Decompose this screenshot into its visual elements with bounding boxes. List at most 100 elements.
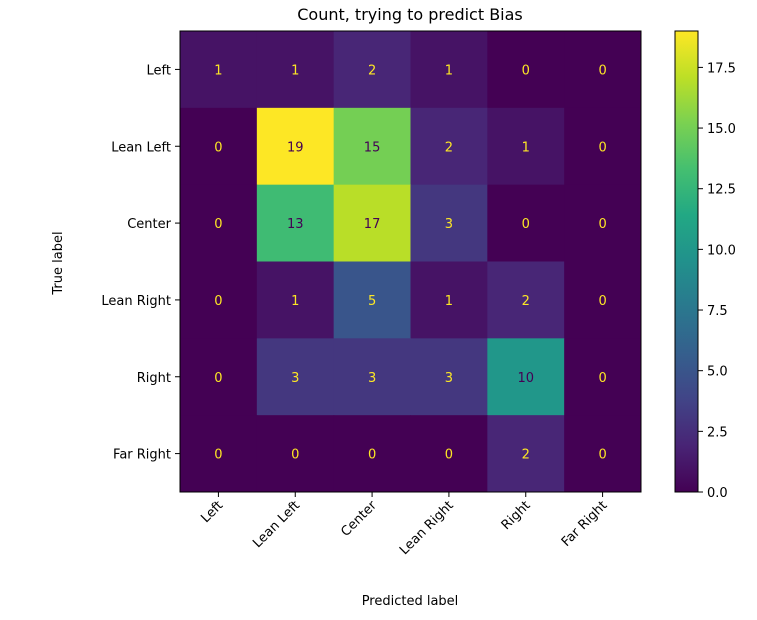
cell-value-label: 0 [598,140,606,155]
x-tick-label: Lean Left [250,498,303,551]
heatmap-cell [180,261,258,339]
heatmap-cell [333,415,411,493]
cell-value-label: 0 [598,448,606,463]
y-tick-label: Lean Right [101,294,171,309]
heatmap-frame [179,30,642,493]
heatmap-cell [256,107,335,186]
heatmap-cell [180,107,258,186]
heatmap-cell [256,338,335,416]
cell-value-label: 2 [445,140,453,155]
cell-value-label: 5 [368,294,376,309]
cell-value-label: 13 [287,217,304,232]
heatmap-cell [256,415,335,493]
cell-value-label: 0 [214,371,222,386]
colorbar-tick-label: 7.5 [707,304,728,319]
y-axis-label: True label [51,231,66,295]
y-tick-label: Lean Left [111,140,171,155]
cell-value-label: 2 [522,294,530,309]
heatmap-cell [487,415,565,493]
cell-value-label: 0 [445,448,453,463]
cell-value-label: 0 [522,63,530,78]
cell-value-label: 17 [364,217,381,232]
heatmap-cell [333,261,411,339]
cell-value-label: 1 [522,140,530,155]
x-tick-label: Lean Right [397,498,457,558]
heatmap-cell [256,261,335,339]
heatmap-cell [333,338,411,416]
heatmap-cell [180,338,258,416]
cell-value-label: 0 [598,217,606,232]
heatmap-cell [564,338,642,416]
cell-value-label: 3 [445,371,453,386]
x-tick-label: Far Right [559,498,611,550]
cell-value-label: 0 [214,448,222,463]
heatmap-cell [333,107,411,186]
cell-value-label: 0 [291,448,299,463]
cell-value-label: 2 [368,63,376,78]
cell-value-label: 1 [291,63,299,78]
cell-value-label: 1 [214,63,222,78]
colorbar-tick-label: 12.5 [707,183,736,198]
y-tick-label: Left [147,63,171,78]
cell-value-label: 1 [445,294,453,309]
heatmap-cell [487,31,565,109]
colorbar-tick-label: 15.0 [707,122,736,137]
heatmap-cell [180,184,258,262]
x-axis-label: Predicted label [362,594,459,609]
colorbar [674,30,699,493]
y-tick-label: Far Right [113,448,171,463]
heatmap-cell [410,107,488,186]
colorbar-tick-label: 2.5 [707,425,728,440]
heatmap-cell-labels: 1 1 2 1 0 00 19 15 2 1 00 13 17 3 0 00 1 5 1 2 00 3 3 3 10 00 0 0 0 2… [214,63,606,462]
cell-value-label: 0 [368,448,376,463]
cell-value-label: 3 [291,371,299,386]
heatmap-cell [487,107,565,186]
heatmap-cell [487,261,565,339]
heatmap-cell [410,184,488,262]
x-tick-labels: Left Lean Left Center Lean Right Right Far Ri… [198,492,610,558]
cell-value-label: 0 [214,217,222,232]
cell-value-label: 3 [445,217,453,232]
cell-value-label: 0 [522,217,530,232]
cell-value-label: 15 [364,140,381,155]
heatmap-cell [410,338,488,416]
cell-value-label: 3 [368,371,376,386]
heatmap-cell [564,261,642,339]
colorbar-tick-label: 0.0 [707,486,728,501]
cell-value-label: 19 [287,140,304,155]
x-tick-label: Right [499,498,534,533]
heatmap-cell [564,184,642,262]
cell-value-label: 0 [214,140,222,155]
heatmap-cell [256,184,335,262]
colorbar-tick-label: 17.5 [707,61,736,76]
heatmap-cell [256,31,335,109]
cell-value-label: 1 [445,63,453,78]
cell-value-label: 1 [291,294,299,309]
heatmap-cell [333,184,411,262]
heatmap-cell [333,31,411,109]
heatmap-cell [410,31,488,109]
cell-value-label: 0 [214,294,222,309]
heatmap-cell [487,338,565,416]
cell-value-label: 0 [598,63,606,78]
y-tick-label: Right [137,371,171,386]
y-tick-labels: Left Lean Left Center Lean Right Right Far Ri… [101,63,180,463]
cell-value-label: 10 [517,371,534,386]
heatmap-cell [487,184,565,262]
heatmap-cell [564,107,642,186]
cell-value-label: 2 [522,448,530,463]
colorbar-ticks: 0.0 2.5 5.0 7.5 10.0 12.5 15.0 17.5 [698,61,736,501]
cell-value-label: 0 [598,371,606,386]
y-tick-label: Center [127,217,171,232]
heatmap-cell [180,415,258,493]
x-tick-label: Left [198,498,226,526]
heatmap-cell [564,31,642,109]
heatmap-cell [180,31,258,109]
chart-title: Count, trying to predict Bias [297,5,523,24]
x-tick-label: Center [338,498,380,540]
colorbar-tick-label: 5.0 [707,365,728,380]
colorbar-tick-label: 10.0 [707,243,736,258]
heatmap-cell [410,261,488,339]
heatmap-cells [180,31,642,493]
